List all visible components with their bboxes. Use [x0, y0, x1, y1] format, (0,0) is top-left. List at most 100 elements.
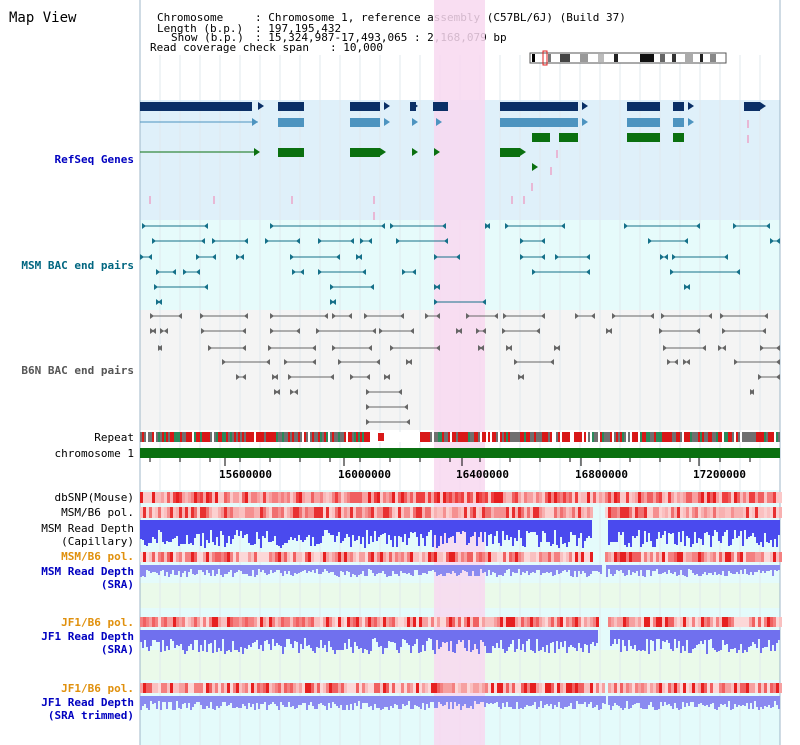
heatmap-cell	[497, 617, 500, 627]
depth-bar	[466, 565, 468, 572]
depth-bar	[290, 630, 292, 644]
heatmap-cell	[701, 492, 704, 503]
bac-end-marker	[541, 238, 545, 244]
repeat-segment	[170, 432, 172, 442]
heatmap-cell	[512, 617, 515, 627]
heatmap-cell	[647, 552, 650, 562]
depth-bar	[200, 565, 202, 570]
depth-bar	[212, 520, 214, 542]
heatmap-cell	[713, 552, 716, 562]
bac-end-marker	[318, 238, 322, 244]
depth-bar	[208, 630, 210, 644]
repeat-segment	[724, 432, 726, 442]
depth-bar	[422, 565, 424, 573]
heatmap-cell	[182, 492, 185, 503]
depth-bar	[374, 630, 376, 638]
heatmap-cell	[362, 492, 365, 503]
heatmap-cell	[314, 492, 317, 503]
heatmap-cell	[329, 492, 332, 503]
heatmap-cell	[152, 683, 155, 693]
bac-end-marker	[664, 254, 668, 260]
heatmap-cell	[326, 507, 329, 518]
depth-bar	[580, 520, 582, 533]
heatmap-cell	[542, 617, 545, 627]
depth-bar	[586, 630, 588, 645]
repeat-segment	[646, 432, 648, 442]
depth-bar	[454, 696, 456, 702]
heatmap-cell	[317, 507, 320, 518]
depth-bar	[672, 565, 674, 574]
depth-bar	[484, 520, 486, 532]
depth-bar	[292, 696, 294, 706]
heatmap-cell	[722, 552, 725, 562]
depth-bar	[436, 565, 438, 576]
depth-bar	[148, 520, 150, 543]
repeat-segment	[536, 432, 538, 442]
heatmap-cell	[278, 617, 281, 627]
depth-bar	[272, 696, 274, 702]
heatmap-cell	[635, 683, 638, 693]
depth-bar	[696, 565, 698, 574]
repeat-segment	[466, 432, 468, 442]
depth-bar	[462, 565, 464, 570]
heatmap-cell	[302, 492, 305, 503]
heatmap-cell	[431, 507, 434, 518]
depth-bar	[150, 520, 152, 543]
depth-bar	[706, 565, 708, 575]
bac-end-marker	[266, 359, 270, 365]
heatmap-cell	[518, 552, 521, 562]
depth-bar	[360, 696, 362, 709]
heatmap-cell	[767, 683, 770, 693]
depth-bar	[408, 565, 410, 573]
depth-bar	[430, 630, 432, 639]
depth-bar	[452, 696, 454, 709]
repeat-segment	[732, 432, 734, 442]
track-label-msm-bac[interactable]: MSM BAC end pairs	[21, 259, 134, 272]
heatmap-cell	[479, 492, 482, 503]
depth-bar	[536, 630, 538, 639]
depth-bar	[628, 520, 630, 543]
bac-end-marker	[332, 313, 336, 319]
depth-bar	[450, 565, 452, 574]
bac-end-marker	[663, 345, 667, 351]
heatmap-cell	[674, 492, 677, 503]
heatmap-cell	[401, 492, 404, 503]
depth-bar	[772, 520, 774, 547]
depth-bar	[446, 520, 448, 543]
depth-bar	[432, 630, 434, 650]
heatmap-cell	[215, 492, 218, 503]
track-label-b6n-bac[interactable]: B6N BAC end pairs	[21, 364, 134, 377]
depth-bar	[754, 565, 756, 572]
heatmap-cell	[470, 507, 473, 518]
track-label-refseq[interactable]: RefSeq Genes	[54, 153, 134, 166]
heatmap-cell	[470, 683, 473, 693]
depth-bar	[774, 565, 776, 570]
heatmap-cell	[404, 507, 407, 518]
depth-bar	[540, 696, 542, 701]
repeat-segment	[260, 432, 262, 442]
bac-end-marker	[284, 359, 288, 365]
heatmap-cell	[578, 507, 581, 518]
depth-bar	[482, 696, 484, 702]
depth-bar	[352, 565, 354, 574]
repeat-segment	[778, 432, 780, 442]
depth-bar	[318, 696, 320, 704]
heatmap-cell	[521, 507, 524, 518]
depth-bar	[768, 696, 770, 705]
depth-bar	[262, 520, 264, 536]
depth-bar	[640, 520, 642, 547]
heatmap-cell	[563, 492, 566, 503]
heatmap-cell	[617, 552, 620, 562]
depth-bar	[220, 565, 222, 575]
bac-end-marker	[376, 359, 380, 365]
depth-bar	[294, 696, 296, 709]
depth-bar	[654, 520, 656, 547]
depth-bar	[640, 696, 642, 708]
repeat-segment	[326, 432, 328, 442]
depth-bar	[582, 565, 584, 571]
heatmap-cell	[539, 507, 542, 518]
depth-bar	[522, 696, 524, 709]
depth-bar	[410, 520, 412, 532]
heatmap-cell	[176, 552, 179, 562]
